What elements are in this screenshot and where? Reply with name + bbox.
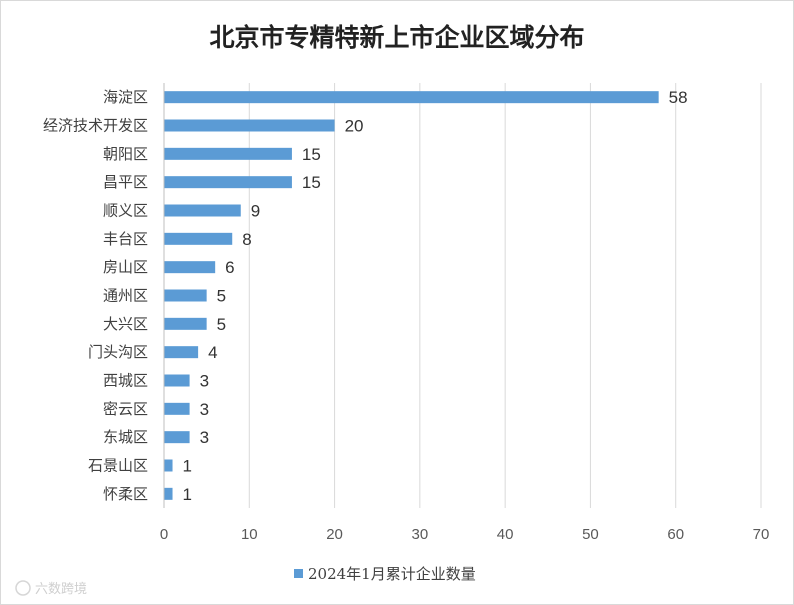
x-tick-label: 50	[582, 526, 599, 543]
bar	[164, 374, 190, 387]
watermark-logo-icon	[15, 580, 31, 596]
x-axis-ticks: 0 10 20 30 40 50 60 70	[160, 526, 770, 543]
category-label: 顺义区	[103, 202, 148, 220]
legend-swatch	[294, 569, 303, 578]
category-label: 海淀区	[103, 88, 148, 106]
bar	[164, 91, 659, 104]
bar	[164, 289, 207, 302]
category-label: 昌平区	[103, 173, 148, 191]
bar	[164, 431, 190, 444]
value-label: 9	[251, 202, 260, 221]
value-label: 15	[302, 173, 321, 192]
bar	[164, 459, 173, 472]
bar	[164, 176, 292, 189]
bar	[164, 232, 233, 245]
bar	[164, 147, 292, 160]
bar	[164, 119, 335, 132]
x-tick-label: 0	[160, 526, 168, 543]
category-label: 密云区	[103, 400, 148, 418]
value-label: 3	[200, 372, 209, 391]
x-tick-label: 40	[497, 526, 514, 543]
gridlines	[163, 83, 762, 508]
category-label: 经济技术开发区	[43, 117, 148, 135]
x-tick-label: 60	[667, 526, 684, 543]
legend-label: 2024年1月累计企业数量	[308, 565, 476, 583]
category-label: 大兴区	[103, 315, 148, 333]
bars	[164, 91, 659, 500]
category-label: 房山区	[103, 258, 148, 276]
bar	[164, 346, 199, 359]
bar	[164, 261, 216, 274]
bar	[164, 317, 207, 330]
category-label: 丰台区	[103, 230, 148, 248]
value-label: 20	[345, 117, 364, 136]
category-label: 门头沟区	[88, 343, 148, 361]
watermark-text: 六数跨境	[35, 582, 87, 597]
category-label: 西城区	[103, 372, 148, 390]
value-label: 1	[183, 485, 192, 504]
legend: 2024年1月累计企业数量	[294, 565, 476, 583]
category-labels: 海淀区经济技术开发区朝阳区昌平区顺义区丰台区房山区通州区大兴区门头沟区西城区密云…	[43, 88, 148, 503]
x-tick-label: 20	[326, 526, 343, 543]
bar	[164, 402, 190, 415]
value-label: 5	[217, 287, 226, 306]
x-tick-label: 70	[753, 526, 770, 543]
category-label: 石景山区	[88, 457, 148, 475]
bar	[164, 487, 173, 500]
value-label: 1	[183, 457, 192, 476]
bar	[164, 204, 241, 217]
value-label: 3	[200, 400, 209, 419]
value-label: 5	[217, 315, 226, 334]
category-label: 东城区	[103, 428, 148, 446]
value-label: 15	[302, 145, 321, 164]
category-label: 怀柔区	[103, 485, 148, 503]
value-label: 4	[208, 343, 217, 362]
value-label: 3	[200, 428, 209, 447]
value-label: 58	[669, 88, 688, 107]
value-label: 8	[242, 230, 251, 249]
chart-title: 北京市专精特新上市企业区域分布	[209, 23, 584, 52]
x-tick-label: 10	[241, 526, 258, 543]
watermark: 六数跨境	[15, 580, 87, 597]
value-label: 6	[225, 258, 234, 277]
category-label: 朝阳区	[103, 145, 148, 163]
category-label: 通州区	[103, 287, 148, 305]
x-tick-label: 30	[412, 526, 429, 543]
